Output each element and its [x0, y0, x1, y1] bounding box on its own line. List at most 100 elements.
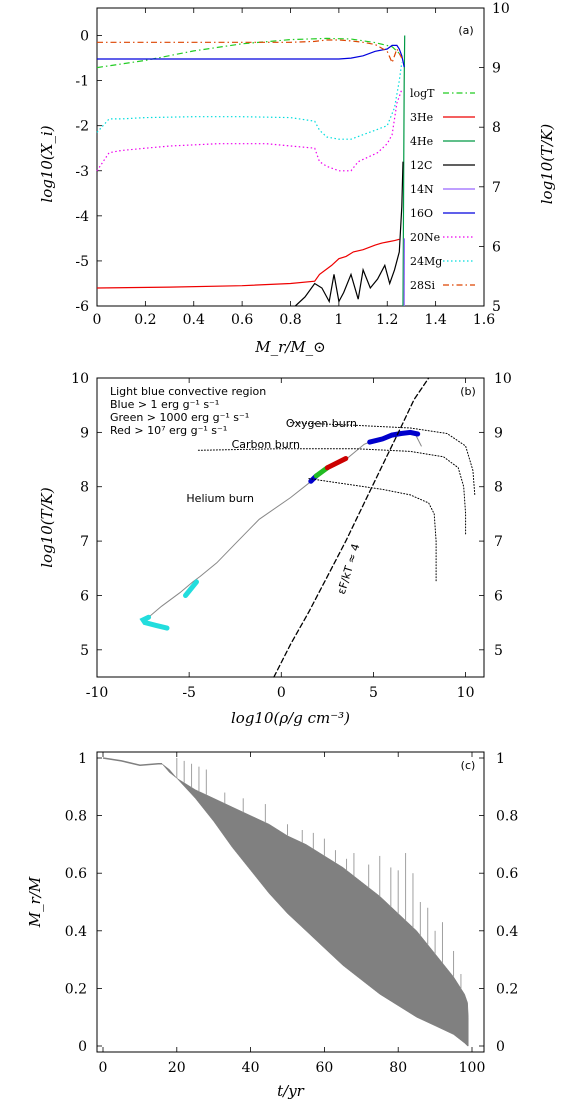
y-tick-label-a: -2 — [75, 119, 89, 135]
y-tick-label-c: 0.4 — [65, 924, 87, 940]
series-line-he-track — [308, 478, 437, 583]
x-tick-label-b: -5 — [182, 685, 196, 701]
series-line-convective — [139, 614, 170, 631]
x-axis-label-a: M_r/M_⊙ — [254, 338, 326, 356]
series-line-o-track — [290, 422, 476, 496]
x-tick-label-c: 60 — [315, 1060, 333, 1076]
y-tick-right-label-c: 1 — [496, 751, 505, 767]
y-tick-label-b: 6 — [80, 588, 89, 604]
legend-label-16O: 16O — [410, 207, 433, 220]
panel-c: 0 20 40 60 80 1000 00.2 0.20.4 0.40.6 0.60.8 0.81 1… — [26, 751, 518, 1100]
y-tick-label-a: 0 — [80, 29, 89, 45]
series-line-profile — [142, 432, 422, 629]
legend-line-3: Red > 10⁷ erg g⁻¹ s⁻¹ — [110, 424, 227, 437]
y-tick-label-b: 10 — [71, 371, 89, 387]
burn-label-oxygen: Oxygen burn — [286, 417, 357, 430]
plot-frame-c — [96, 751, 485, 1053]
series-line-3He — [96, 238, 400, 289]
panel-label-a: (a) — [458, 24, 473, 37]
x-tick-label-a: 0.8 — [279, 312, 301, 328]
y-tick-right-label-b: 8 — [494, 480, 503, 496]
legend-label-24Mg: 24Mg — [410, 255, 442, 268]
y-tick-label-c: 1 — [78, 751, 87, 767]
x-tick-label-a: 0.4 — [183, 312, 205, 328]
series-line-logT — [96, 37, 403, 69]
burn-label-carbon: Carbon burn — [232, 438, 300, 451]
series-line-convective2 — [183, 579, 199, 598]
y-tick-label-b: 7 — [80, 534, 89, 550]
y-tick-right-label-b: 10 — [494, 371, 512, 387]
x-tick-label-a: 0 — [93, 312, 102, 328]
y-tick-right-label-a: 7 — [492, 180, 501, 196]
x-tick-label-c: 20 — [168, 1060, 186, 1076]
y-tick-right-label-c: 0.2 — [496, 981, 518, 997]
x-tick-label-b: 5 — [369, 685, 378, 701]
plot-frame-b — [96, 377, 485, 678]
y-tick-label-c: 0 — [78, 1039, 87, 1055]
legend-label-28Si: 28Si — [410, 279, 436, 292]
legend-line-0: Light blue convective region — [110, 385, 266, 398]
early-boundary-line — [102, 757, 162, 766]
x-axis-label-c: t/yr — [277, 1082, 305, 1100]
panel-b: -10 -5 0 5 10 5 5 6 6 7 7 8 8 9 9 10 10 log10(ρ/g cm⁻³) lo… — [38, 371, 512, 727]
y-tick-right-label-b: 6 — [494, 588, 503, 604]
y-axis-right-label-a: log10(T/K) — [538, 124, 556, 205]
series-line-c-track — [197, 448, 467, 537]
x-tick-label-b: 0 — [277, 685, 286, 701]
y-tick-label-a: -6 — [75, 299, 89, 315]
x-tick-label-a: 1.6 — [473, 312, 495, 328]
series-line-o-blue — [367, 429, 421, 445]
series-line-4He — [402, 35, 406, 307]
y-tick-label-c: 0.2 — [65, 981, 87, 997]
legend-label-3He: 3He — [410, 111, 433, 124]
x-tick-label-c: 40 — [242, 1060, 260, 1076]
y-tick-right-label-a: 9 — [492, 61, 501, 77]
series-line-he-red — [324, 456, 349, 471]
y-tick-right-label-c: 0.4 — [496, 924, 518, 940]
legend-label-logT: logT — [410, 87, 435, 100]
x-axis-label-b: log10(ρ/g cm⁻³) — [231, 709, 350, 727]
y-tick-label-a: -4 — [75, 209, 89, 225]
burn-label-helium: Helium burn — [186, 492, 254, 505]
y-tick-right-label-a: 8 — [492, 120, 501, 136]
y-tick-right-label-b: 9 — [494, 425, 503, 441]
y-tick-label-c: 0.6 — [65, 866, 87, 882]
y-tick-label-b: 8 — [80, 480, 89, 496]
legend-line-2: Green > 1000 erg g⁻¹ s⁻¹ — [110, 411, 249, 424]
fermi-annotation: εF/kT ≈ 4 — [335, 542, 363, 596]
series-line-28Si — [97, 39, 403, 65]
x-tick-label-c: 0 — [99, 1060, 108, 1076]
series-line-24Mg — [96, 62, 403, 140]
y-tick-right-label-c: 0 — [496, 1039, 505, 1055]
legend-label-4He: 4He — [410, 135, 433, 148]
legend-label-12C: 12C — [410, 159, 432, 172]
x-tick-label-b: 10 — [457, 685, 475, 701]
y-axis-label-b: log10(T/K) — [38, 487, 56, 568]
x-tick-label-a: 0.2 — [134, 312, 156, 328]
y-tick-label-a: -3 — [75, 164, 89, 180]
legend-label-14N: 14N — [410, 183, 434, 196]
y-tick-label-a: -5 — [75, 254, 89, 270]
series-line-12C — [294, 161, 404, 307]
x-tick-label-a: 1.2 — [376, 312, 398, 328]
panel-a: 0 0.2 0.4 0.6 0.8 1 1.2 1.4 1.6 -6 -5 -4 -3 -2 -1 0 5 6 7 8… — [38, 1, 556, 356]
series-line-20Ne — [96, 89, 403, 172]
y-tick-label-b: 5 — [80, 643, 89, 659]
y-tick-label-c: 0.8 — [65, 809, 87, 825]
y-tick-right-label-c: 0.6 — [496, 866, 518, 882]
y-tick-right-label-b: 7 — [494, 534, 503, 550]
y-tick-right-label-a: 10 — [492, 1, 510, 17]
convective-band — [161, 763, 469, 1047]
y-tick-right-label-a: 6 — [492, 239, 501, 255]
y-tick-right-label-a: 5 — [492, 299, 501, 315]
y-tick-right-label-b: 5 — [494, 643, 503, 659]
y-tick-label-a: -1 — [75, 74, 89, 90]
panel-label-b: (b) — [460, 385, 476, 398]
legend-line-1: Blue > 1 erg g⁻¹ s⁻¹ — [110, 398, 219, 411]
panel-label-c: (c) — [461, 759, 476, 772]
y-tick-right-label-c: 0.8 — [496, 809, 518, 825]
x-tick-label-a: 1.4 — [424, 312, 446, 328]
x-tick-label-c: 80 — [389, 1060, 407, 1076]
x-tick-label-a: 1 — [334, 312, 343, 328]
